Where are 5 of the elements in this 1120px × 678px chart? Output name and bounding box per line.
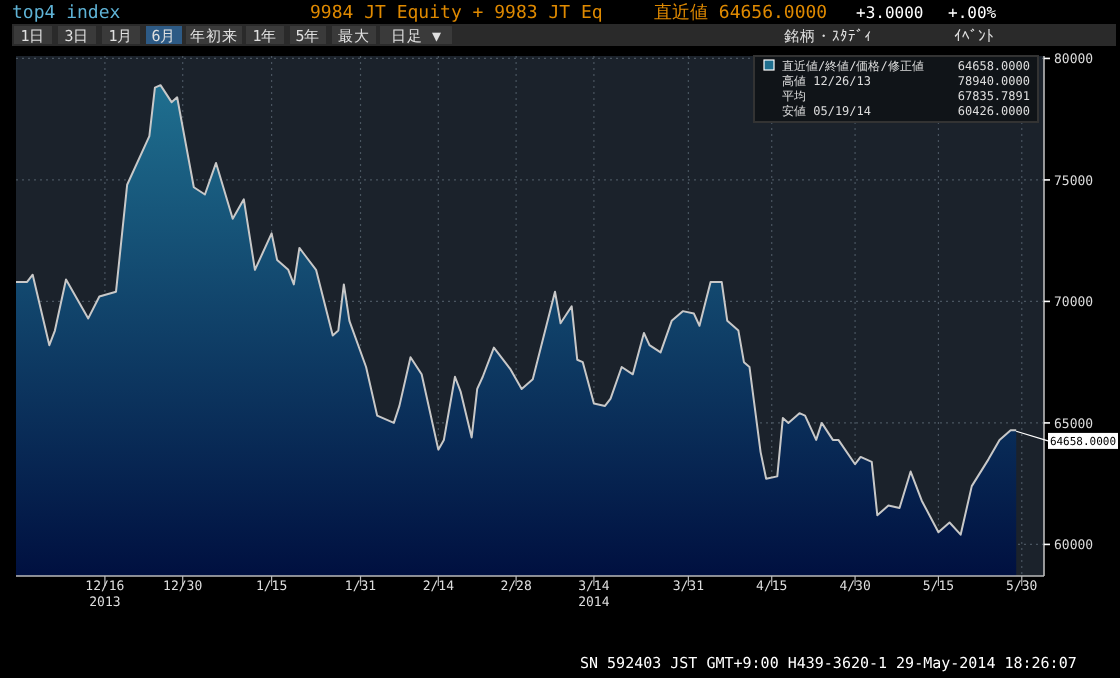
chart-subtitle: 9984 JT Equity + 9983 JT Eq [310,4,603,24]
text: +.00% [948,4,997,22]
chart-title: top4 index [12,4,122,24]
text: +3.0000 [856,4,924,22]
text: 直近値 64656.0000 [654,2,828,24]
